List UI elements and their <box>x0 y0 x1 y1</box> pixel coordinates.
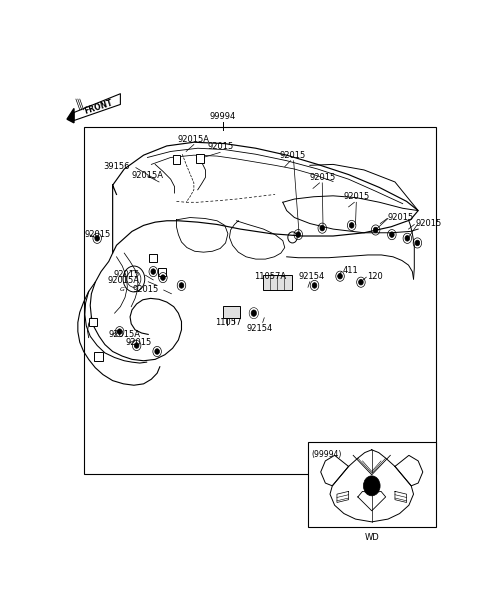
Text: 99994: 99994 <box>210 112 236 121</box>
Circle shape <box>338 274 342 279</box>
Circle shape <box>312 283 317 288</box>
Bar <box>94 352 103 361</box>
Text: 92015A: 92015A <box>108 330 140 339</box>
Bar <box>149 254 157 262</box>
Text: 92015: 92015 <box>415 219 441 228</box>
Text: FRONT: FRONT <box>83 98 114 116</box>
Circle shape <box>179 283 184 288</box>
Circle shape <box>296 232 300 238</box>
Text: 39156: 39156 <box>104 162 130 171</box>
Circle shape <box>155 349 160 354</box>
Text: 92015: 92015 <box>85 230 111 239</box>
Text: 92015: 92015 <box>388 213 414 222</box>
Text: 92015A: 92015A <box>108 277 140 286</box>
Text: 411: 411 <box>343 266 358 275</box>
Text: 92015: 92015 <box>309 173 335 182</box>
Bar <box>158 268 166 276</box>
Circle shape <box>405 236 410 241</box>
Polygon shape <box>74 94 120 121</box>
Text: 92015A: 92015A <box>131 172 163 181</box>
Bar <box>89 318 97 326</box>
Circle shape <box>134 343 139 348</box>
Text: 92154: 92154 <box>299 272 325 281</box>
Bar <box>223 306 240 318</box>
Circle shape <box>320 226 324 231</box>
Circle shape <box>373 227 378 233</box>
Circle shape <box>151 269 156 274</box>
Circle shape <box>349 223 354 228</box>
Text: 92015: 92015 <box>279 151 305 160</box>
Circle shape <box>363 476 380 496</box>
Text: 11057: 11057 <box>215 318 241 327</box>
Text: 92015: 92015 <box>132 284 158 293</box>
Circle shape <box>359 280 363 285</box>
Text: 92015: 92015 <box>113 270 140 279</box>
Bar <box>84 127 436 474</box>
Text: 92015: 92015 <box>125 338 151 347</box>
Circle shape <box>251 310 256 316</box>
Text: 92154: 92154 <box>247 324 273 333</box>
Text: 120: 120 <box>367 272 383 281</box>
Text: 92015: 92015 <box>207 142 234 151</box>
Polygon shape <box>67 109 74 123</box>
Bar <box>196 154 204 163</box>
Circle shape <box>415 240 420 246</box>
Text: 11057A: 11057A <box>254 272 286 281</box>
Circle shape <box>161 275 165 280</box>
Circle shape <box>390 232 394 238</box>
Bar <box>308 442 436 527</box>
Circle shape <box>117 329 122 334</box>
Text: (99994): (99994) <box>312 450 342 459</box>
Text: 92015: 92015 <box>343 193 369 202</box>
Text: WD: WD <box>364 533 379 542</box>
Bar <box>173 155 180 164</box>
Text: 92015A: 92015A <box>178 134 210 143</box>
Text: G: G <box>120 287 125 292</box>
Circle shape <box>95 236 99 241</box>
Bar <box>263 275 292 290</box>
